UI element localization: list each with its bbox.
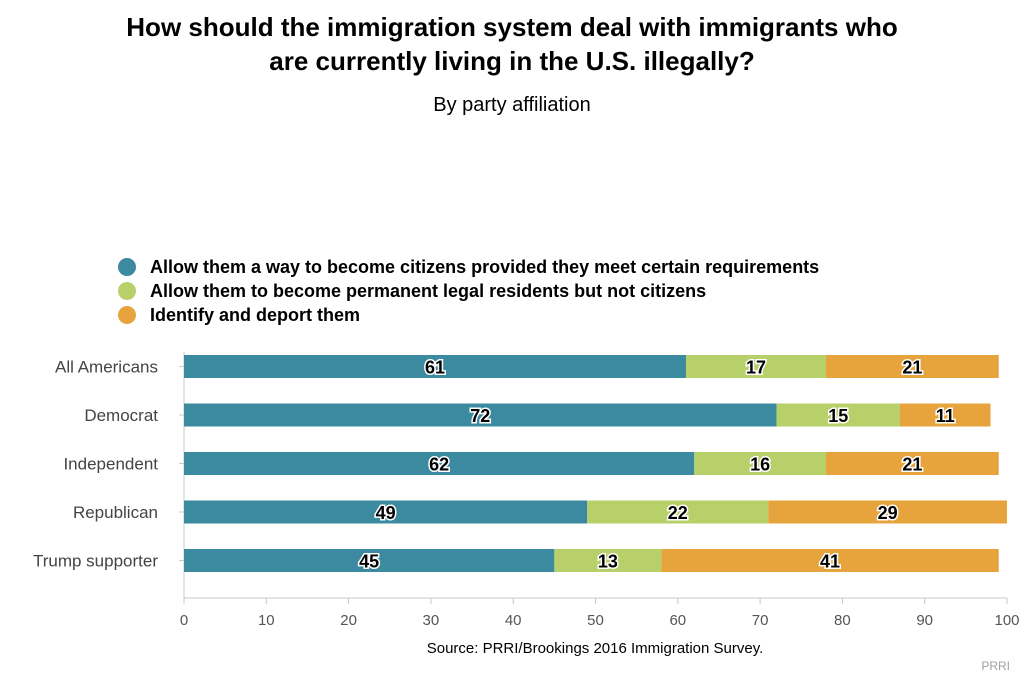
chart-subtitle: By party affiliation: [433, 94, 591, 116]
data-label: 49: [376, 503, 396, 523]
legend-label-residents: Allow them to become permanent legal res…: [150, 280, 707, 301]
title-line-2: are currently living in the U.S. illegal…: [269, 46, 755, 76]
bar-segment: [900, 403, 991, 427]
x-tick-label: 10: [258, 612, 275, 629]
bar-segment: [825, 452, 999, 475]
data-label: 72: [470, 406, 490, 426]
legend: Allow them a way to become citizens prov…: [118, 255, 819, 327]
data-label: 17: [746, 358, 766, 378]
legend-item-residents: Allow them to become permanent legal res…: [118, 279, 819, 303]
bar-segment: [184, 500, 588, 524]
data-label: 15: [828, 406, 848, 426]
data-label: 21: [902, 455, 922, 475]
category-label: Democrat: [84, 406, 158, 425]
x-tick-label: 80: [834, 612, 851, 629]
data-label: 11: [936, 406, 955, 426]
legend-label-deport: Identify and deport them: [150, 304, 361, 325]
stacked-bar-chart: 0 10 20 30 40 50 60 70 80 90 100 All Americans 61 17 2…: [33, 352, 1020, 629]
legend-item-deport: Identify and deport them: [118, 303, 819, 327]
brand-watermark: PRRI: [981, 659, 1010, 673]
bar-segment: [184, 403, 777, 427]
x-tick-label: 70: [752, 612, 769, 629]
data-label: 16: [750, 455, 770, 475]
bar-segment: [184, 355, 687, 378]
data-label: 61: [425, 358, 445, 378]
data-label: 21: [902, 358, 922, 378]
bar-segment: [184, 549, 555, 572]
x-tick-label: 50: [587, 612, 604, 629]
bar-segment: [825, 355, 999, 378]
bar-segment: [661, 549, 999, 572]
legend-swatch-deport: [118, 306, 136, 324]
bar-segment: [184, 452, 695, 475]
category-label: Independent: [63, 455, 158, 474]
category-label: Trump supporter: [33, 552, 158, 571]
data-label: 13: [598, 552, 618, 572]
bar-segment: [554, 549, 662, 572]
legend-swatch-citizens: [118, 258, 136, 276]
data-label: 22: [668, 503, 688, 523]
x-tick-label: 20: [340, 612, 357, 629]
bar-segment: [686, 355, 826, 378]
x-tick-label: 40: [505, 612, 522, 629]
category-label: Republican: [73, 503, 158, 522]
x-tick-label: 30: [423, 612, 440, 629]
data-label: 41: [820, 552, 840, 572]
source-note: Source: PRRI/Brookings 2016 Immigration …: [426, 640, 764, 657]
bar-segment: [776, 403, 901, 427]
x-tick-label: 60: [669, 612, 686, 629]
category-label: All Americans: [55, 358, 158, 377]
data-label: 29: [878, 503, 898, 523]
legend-swatch-residents: [118, 282, 136, 300]
bar-segment: [768, 500, 1007, 524]
x-tick-label: 90: [916, 612, 933, 629]
legend-item-citizens: Allow them a way to become citizens prov…: [118, 255, 819, 279]
bar-segment: [694, 452, 826, 475]
x-tick-label: 100: [994, 612, 1019, 629]
title-line-1: How should the immigration system deal w…: [126, 12, 898, 42]
data-label: 45: [359, 552, 379, 572]
x-tick-label: 0: [180, 612, 188, 629]
legend-label-citizens: Allow them a way to become citizens prov…: [150, 256, 820, 277]
bar-segment: [587, 500, 769, 524]
chart-title: How should the immigration system deal w…: [0, 10, 1024, 78]
data-label: 62: [429, 455, 449, 475]
